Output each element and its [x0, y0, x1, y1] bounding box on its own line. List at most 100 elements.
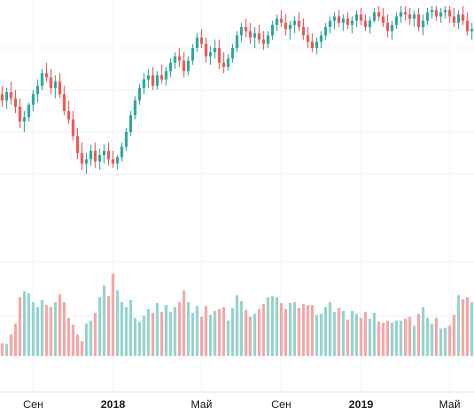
candle — [399, 6, 403, 23]
candle-body — [58, 81, 62, 95]
candle — [319, 31, 323, 48]
volume-bar — [129, 300, 133, 356]
volume-bar — [284, 308, 288, 356]
volume-bar — [395, 320, 398, 356]
volume-bar — [452, 314, 456, 356]
volume-bar — [133, 317, 137, 356]
candle-body — [355, 14, 358, 21]
volume-bar — [173, 307, 177, 356]
candle — [324, 22, 327, 40]
candle-body — [240, 27, 243, 36]
volume-bar — [372, 312, 376, 356]
candle-body — [324, 27, 327, 36]
volume-bar — [107, 296, 110, 356]
candle — [244, 18, 248, 38]
candle — [315, 37, 319, 55]
x-tick-label: Сен — [271, 399, 291, 411]
volume-bar — [93, 312, 97, 356]
volume-bar — [324, 307, 327, 356]
candle — [54, 75, 57, 99]
candle — [443, 6, 447, 19]
candle — [470, 22, 474, 40]
volume-bar — [368, 318, 372, 356]
candle — [390, 20, 394, 40]
x-tick-label: Май — [439, 399, 461, 411]
candle-body — [434, 10, 438, 17]
candle — [222, 52, 226, 74]
candle-body — [288, 24, 292, 30]
candle-body — [408, 14, 412, 19]
candle — [76, 127, 79, 160]
candle-body — [439, 12, 443, 17]
candle-body — [76, 136, 79, 153]
candle — [306, 27, 310, 48]
candle-body — [297, 20, 301, 27]
volume-bar — [421, 307, 425, 356]
volume-bar — [470, 302, 474, 356]
volume-bar — [89, 320, 93, 356]
candle-body — [244, 27, 248, 32]
candle — [40, 69, 44, 90]
candle-body — [266, 35, 270, 44]
candle-body — [306, 35, 310, 42]
candle — [18, 98, 22, 128]
candle-body — [417, 14, 420, 27]
volume-bar — [412, 325, 416, 356]
candle-body — [328, 20, 332, 27]
volume-bar — [271, 296, 274, 356]
candle-body — [14, 98, 17, 107]
volume-bar — [240, 301, 243, 356]
candle-body — [222, 62, 226, 67]
candle-body — [120, 146, 124, 158]
candle-body — [381, 16, 385, 23]
volume-bar — [9, 334, 13, 356]
candle — [169, 58, 172, 78]
candle — [67, 100, 71, 124]
volume-bar — [49, 307, 53, 356]
candle — [439, 8, 443, 23]
candle-body — [315, 41, 319, 48]
volume-bar — [191, 312, 195, 356]
volume-bar — [22, 291, 26, 356]
volume-bar — [45, 305, 48, 356]
candle-body — [9, 92, 13, 99]
candle — [293, 16, 296, 34]
candle — [364, 14, 367, 32]
candle — [240, 22, 243, 42]
candle-body — [231, 48, 234, 59]
volume-bar — [457, 295, 460, 356]
candle-body — [448, 10, 452, 17]
price-candles — [0, 6, 474, 174]
volume-bar — [217, 308, 221, 356]
volume-bar — [58, 294, 62, 356]
candle — [231, 43, 234, 63]
volume-bar — [155, 303, 159, 356]
candle — [403, 6, 407, 21]
candle — [457, 10, 460, 30]
candle-body — [178, 56, 181, 61]
volume-bar — [439, 328, 443, 356]
candle — [368, 16, 372, 34]
candle-body — [0, 94, 4, 101]
candle — [426, 8, 429, 25]
candle-body — [22, 117, 26, 122]
candle-body — [364, 20, 367, 27]
volume-bar — [31, 302, 35, 356]
candle-body — [403, 12, 407, 15]
volume-bar — [244, 309, 248, 356]
candle — [461, 6, 465, 25]
candle — [386, 14, 389, 38]
candle — [164, 66, 168, 86]
candle — [178, 48, 181, 67]
candle-body — [395, 16, 398, 25]
volume-bar — [0, 343, 4, 356]
candle — [417, 8, 420, 32]
candle-body — [186, 60, 190, 72]
volume-bar — [160, 311, 164, 356]
candle — [173, 52, 177, 69]
volume-bar — [147, 308, 150, 356]
candle — [395, 12, 398, 30]
volume-bar — [71, 324, 75, 356]
candle-body — [155, 75, 159, 86]
